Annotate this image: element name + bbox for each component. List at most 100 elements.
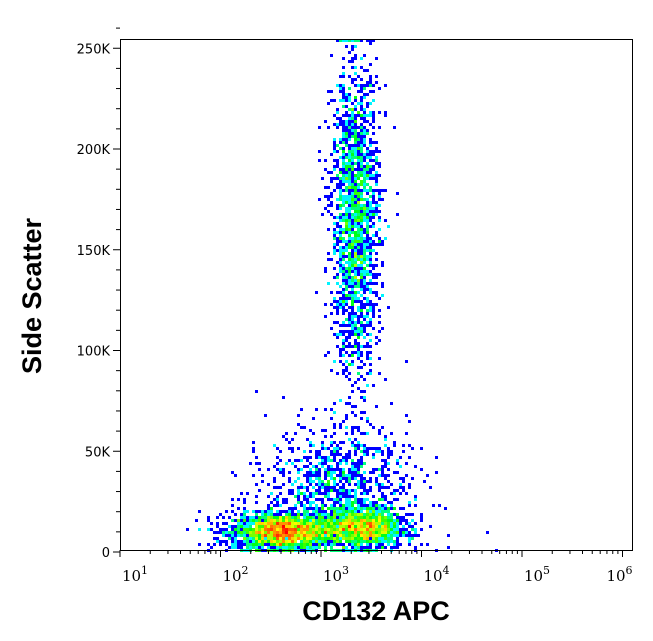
event-point xyxy=(327,522,330,525)
event-point xyxy=(264,540,267,543)
event-point xyxy=(342,84,345,87)
event-point xyxy=(360,198,363,201)
event-point xyxy=(342,510,345,513)
event-point xyxy=(342,249,345,252)
event-point xyxy=(345,489,348,492)
event-point xyxy=(363,204,366,207)
event-point xyxy=(363,315,366,318)
event-point xyxy=(384,507,387,510)
event-point xyxy=(351,282,354,285)
event-point xyxy=(297,495,300,498)
event-point xyxy=(330,327,333,330)
event-point xyxy=(336,282,339,285)
event-point xyxy=(279,450,282,453)
event-point xyxy=(297,534,300,537)
event-point xyxy=(339,489,342,492)
event-point xyxy=(357,522,360,525)
event-point xyxy=(306,522,309,525)
event-point xyxy=(330,531,333,534)
event-point xyxy=(375,516,378,519)
event-point xyxy=(339,270,342,273)
event-point xyxy=(360,366,363,369)
event-point xyxy=(255,483,258,486)
event-point xyxy=(285,462,288,465)
event-point xyxy=(357,282,360,285)
event-point xyxy=(354,246,357,249)
event-point xyxy=(312,492,315,495)
event-point xyxy=(351,237,354,240)
event-point xyxy=(294,465,297,468)
event-point xyxy=(339,528,342,531)
event-point xyxy=(276,534,279,537)
event-point xyxy=(252,531,255,534)
event-point xyxy=(378,339,381,342)
event-point xyxy=(300,534,303,537)
event-point xyxy=(339,423,342,426)
event-point xyxy=(312,444,315,447)
event-point xyxy=(387,540,390,543)
event-point xyxy=(378,450,381,453)
event-point xyxy=(348,237,351,240)
event-point xyxy=(330,513,333,516)
event-point xyxy=(369,513,372,516)
event-point xyxy=(279,510,282,513)
event-point xyxy=(351,120,354,123)
event-point xyxy=(213,537,216,540)
event-point xyxy=(375,468,378,471)
event-point xyxy=(333,297,336,300)
event-point xyxy=(336,519,339,522)
event-point xyxy=(252,546,255,549)
event-point xyxy=(372,315,375,318)
event-point xyxy=(324,504,327,507)
event-point xyxy=(348,195,351,198)
event-point xyxy=(291,546,294,549)
event-point xyxy=(345,180,348,183)
event-point xyxy=(270,519,273,522)
event-point xyxy=(354,534,357,537)
event-point xyxy=(363,117,366,120)
event-point xyxy=(348,219,351,222)
event-point xyxy=(363,336,366,339)
event-point xyxy=(318,507,321,510)
event-point xyxy=(360,282,363,285)
event-point xyxy=(333,333,336,336)
event-point xyxy=(342,195,345,198)
event-point xyxy=(345,495,348,498)
event-point xyxy=(354,468,357,471)
event-point xyxy=(414,531,417,534)
event-point xyxy=(393,534,396,537)
event-point xyxy=(357,225,360,228)
event-point xyxy=(411,513,414,516)
event-point xyxy=(348,153,351,156)
event-point xyxy=(360,153,363,156)
event-point xyxy=(357,126,360,129)
event-point xyxy=(327,495,330,498)
event-point xyxy=(312,501,315,504)
event-point xyxy=(357,204,360,207)
event-point xyxy=(378,204,381,207)
event-point xyxy=(306,519,309,522)
event-point xyxy=(297,471,300,474)
event-point xyxy=(312,465,315,468)
event-point xyxy=(345,366,348,369)
event-point xyxy=(243,519,246,522)
event-point xyxy=(351,462,354,465)
event-point xyxy=(351,216,354,219)
event-point xyxy=(351,510,354,513)
event-point xyxy=(288,540,291,543)
event-point xyxy=(348,282,351,285)
event-point xyxy=(351,276,354,279)
event-point xyxy=(285,540,288,543)
event-point xyxy=(366,234,369,237)
event-point xyxy=(363,522,366,525)
event-point xyxy=(330,510,333,513)
event-point xyxy=(339,87,342,90)
event-point xyxy=(297,516,300,519)
event-point xyxy=(351,288,354,291)
x-tick-exponent: 3 xyxy=(342,564,349,577)
event-point xyxy=(354,483,357,486)
event-point xyxy=(333,141,336,144)
event-point xyxy=(369,516,372,519)
event-point xyxy=(342,237,345,240)
event-point xyxy=(336,303,339,306)
